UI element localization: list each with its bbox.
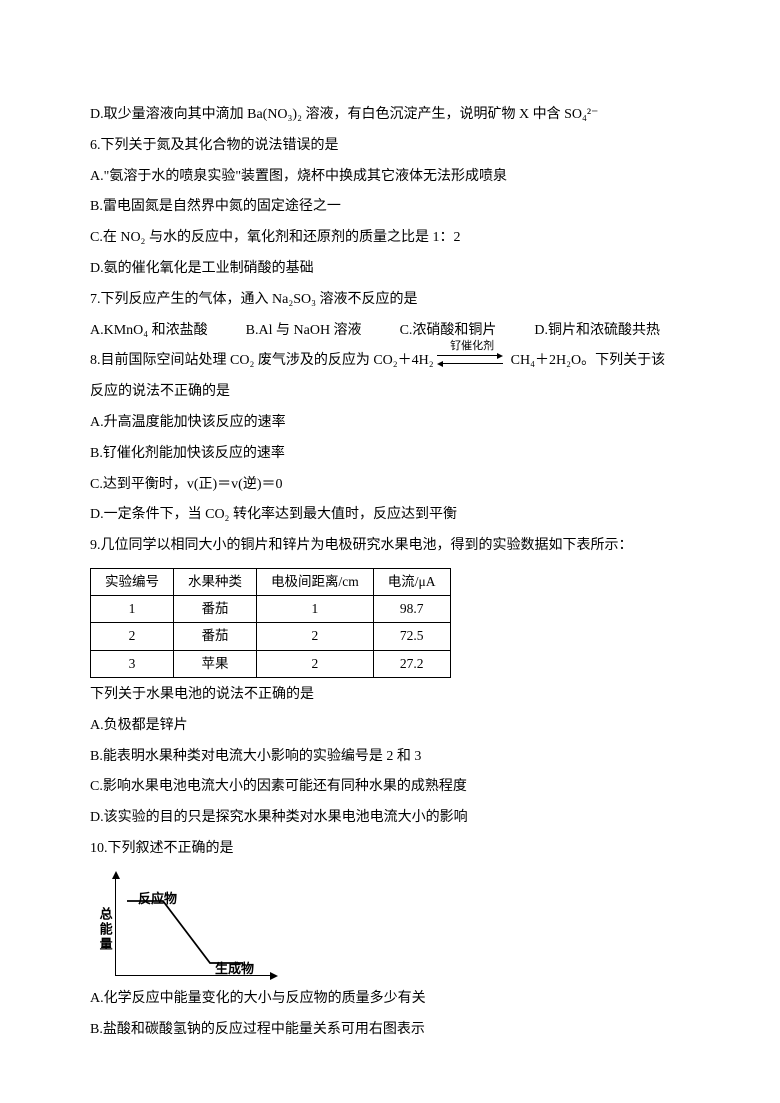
q7-option-b: B.Al 与 NaOH 溶液 — [246, 316, 362, 347]
table-row: 3苹果227.2 — [91, 650, 451, 677]
table-cell: 2 — [91, 623, 174, 650]
q6-stem: 6.下列关于氮及其化合物的说法错误的是 — [90, 131, 690, 162]
q7-options: A.KMnO₄ 和浓盐酸 B.Al 与 NaOH 溶液 C.浓硝酸和铜片 D.铜… — [90, 316, 690, 347]
q10-option-b: B.盐酸和碳酸氢钠的反应过程中能量关系可用右图表示 — [90, 1015, 690, 1046]
q7-option-a: A.KMnO₄ 和浓盐酸 — [90, 316, 208, 347]
q6-option-b: B.雷电固氮是自然界中氮的固定途径之一 — [90, 192, 690, 223]
q8-stem-line1: 8.目前国际空间站处理 CO₂ 废气涉及的反应为 CO₂＋4H₂ 钌催化剂 CH… — [90, 346, 690, 377]
q9-mid: 下列关于水果电池的说法不正确的是 — [90, 680, 690, 711]
q6-option-a: A."氨溶于水的喷泉实验"装置图，烧杯中换成其它液体无法形成喷泉 — [90, 162, 690, 193]
table-header-row: 实验编号水果种类电极间距离/cm电流/μA — [91, 568, 451, 595]
table-header-cell: 电流/μA — [373, 568, 450, 595]
table-cell: 苹果 — [174, 650, 257, 677]
table-cell: 2 — [257, 623, 374, 650]
table-header-cell: 实验编号 — [91, 568, 174, 595]
q9-option-a: A.负极都是锌片 — [90, 711, 690, 742]
q5-option-d: D.取少量溶液向其中滴加 Ba(NO₃)₂ 溶液，有白色沉淀产生，说明矿物 X … — [90, 100, 690, 131]
table-cell: 番茄 — [174, 596, 257, 623]
table-cell: 3 — [91, 650, 174, 677]
table-cell: 2 — [257, 650, 374, 677]
q6-option-d: D.氨的催化氧化是工业制硝酸的基础 — [90, 254, 690, 285]
table-cell: 番茄 — [174, 623, 257, 650]
product-label: 生成物 — [215, 955, 254, 984]
table-cell: 98.7 — [373, 596, 450, 623]
q8-option-d: D.一定条件下，当 CO₂ 转化率达到最大值时，反应达到平衡 — [90, 500, 690, 531]
table-header-cell: 水果种类 — [174, 568, 257, 595]
q8-option-a: A.升高温度能加快该反应的速率 — [90, 408, 690, 439]
equilibrium-arrow-icon: 钌催化剂 — [437, 351, 507, 371]
q10-option-a: A.化学反应中能量变化的大小与反应物的质量多少有关 — [90, 984, 690, 1015]
reactant-label: 反应物 — [138, 885, 177, 914]
table-header-cell: 电极间距离/cm — [257, 568, 374, 595]
table-cell: 1 — [257, 596, 374, 623]
table-cell: 1 — [91, 596, 174, 623]
q8-pre: 8.目前国际空间站处理 CO₂ 废气涉及的反应为 CO₂＋4H₂ — [90, 353, 434, 368]
q9-option-c: C.影响水果电池电流大小的因素可能还有同种水果的成熟程度 — [90, 772, 690, 803]
q8-stem-line2: 反应的说法不正确的是 — [90, 377, 690, 408]
q9-option-b: B.能表明水果种类对电流大小影响的实验编号是 2 和 3 — [90, 742, 690, 773]
q7-option-d: D.铜片和浓硫酸共热 — [534, 316, 660, 347]
q6-option-c: C.在 NO₂ 与水的反应中，氧化剂和还原剂的质量之比是 1：2 — [90, 223, 690, 254]
q9-stem: 9.几位同学以相同大小的铜片和锌片为电极研究水果电池，得到的实验数据如下表所示： — [90, 531, 690, 562]
q10-stem: 10.下列叙述不正确的是 — [90, 834, 690, 865]
table-row: 2番茄272.5 — [91, 623, 451, 650]
table-row: 1番茄198.7 — [91, 596, 451, 623]
q8-post: CH₄＋2H₂O。下列关于该 — [511, 353, 665, 368]
energy-diagram: 总能量 反应物 生成物 — [90, 869, 280, 984]
q8-option-b: B.钌催化剂能加快该反应的速率 — [90, 439, 690, 470]
table-cell: 72.5 — [373, 623, 450, 650]
q8-option-c: C.达到平衡时，v(正)＝v(逆)＝0 — [90, 470, 690, 501]
experiment-table: 实验编号水果种类电极间距离/cm电流/μA 1番茄198.72番茄272.53苹… — [90, 568, 451, 678]
catalyst-label: 钌催化剂 — [437, 341, 507, 352]
q9-option-d: D.该实验的目的只是探究水果种类对水果电池电流大小的影响 — [90, 803, 690, 834]
table-body: 1番茄198.72番茄272.53苹果227.2 — [91, 596, 451, 678]
q7-stem: 7.下列反应产生的气体，通入 Na₂SO₃ 溶液不反应的是 — [90, 285, 690, 316]
table-cell: 27.2 — [373, 650, 450, 677]
